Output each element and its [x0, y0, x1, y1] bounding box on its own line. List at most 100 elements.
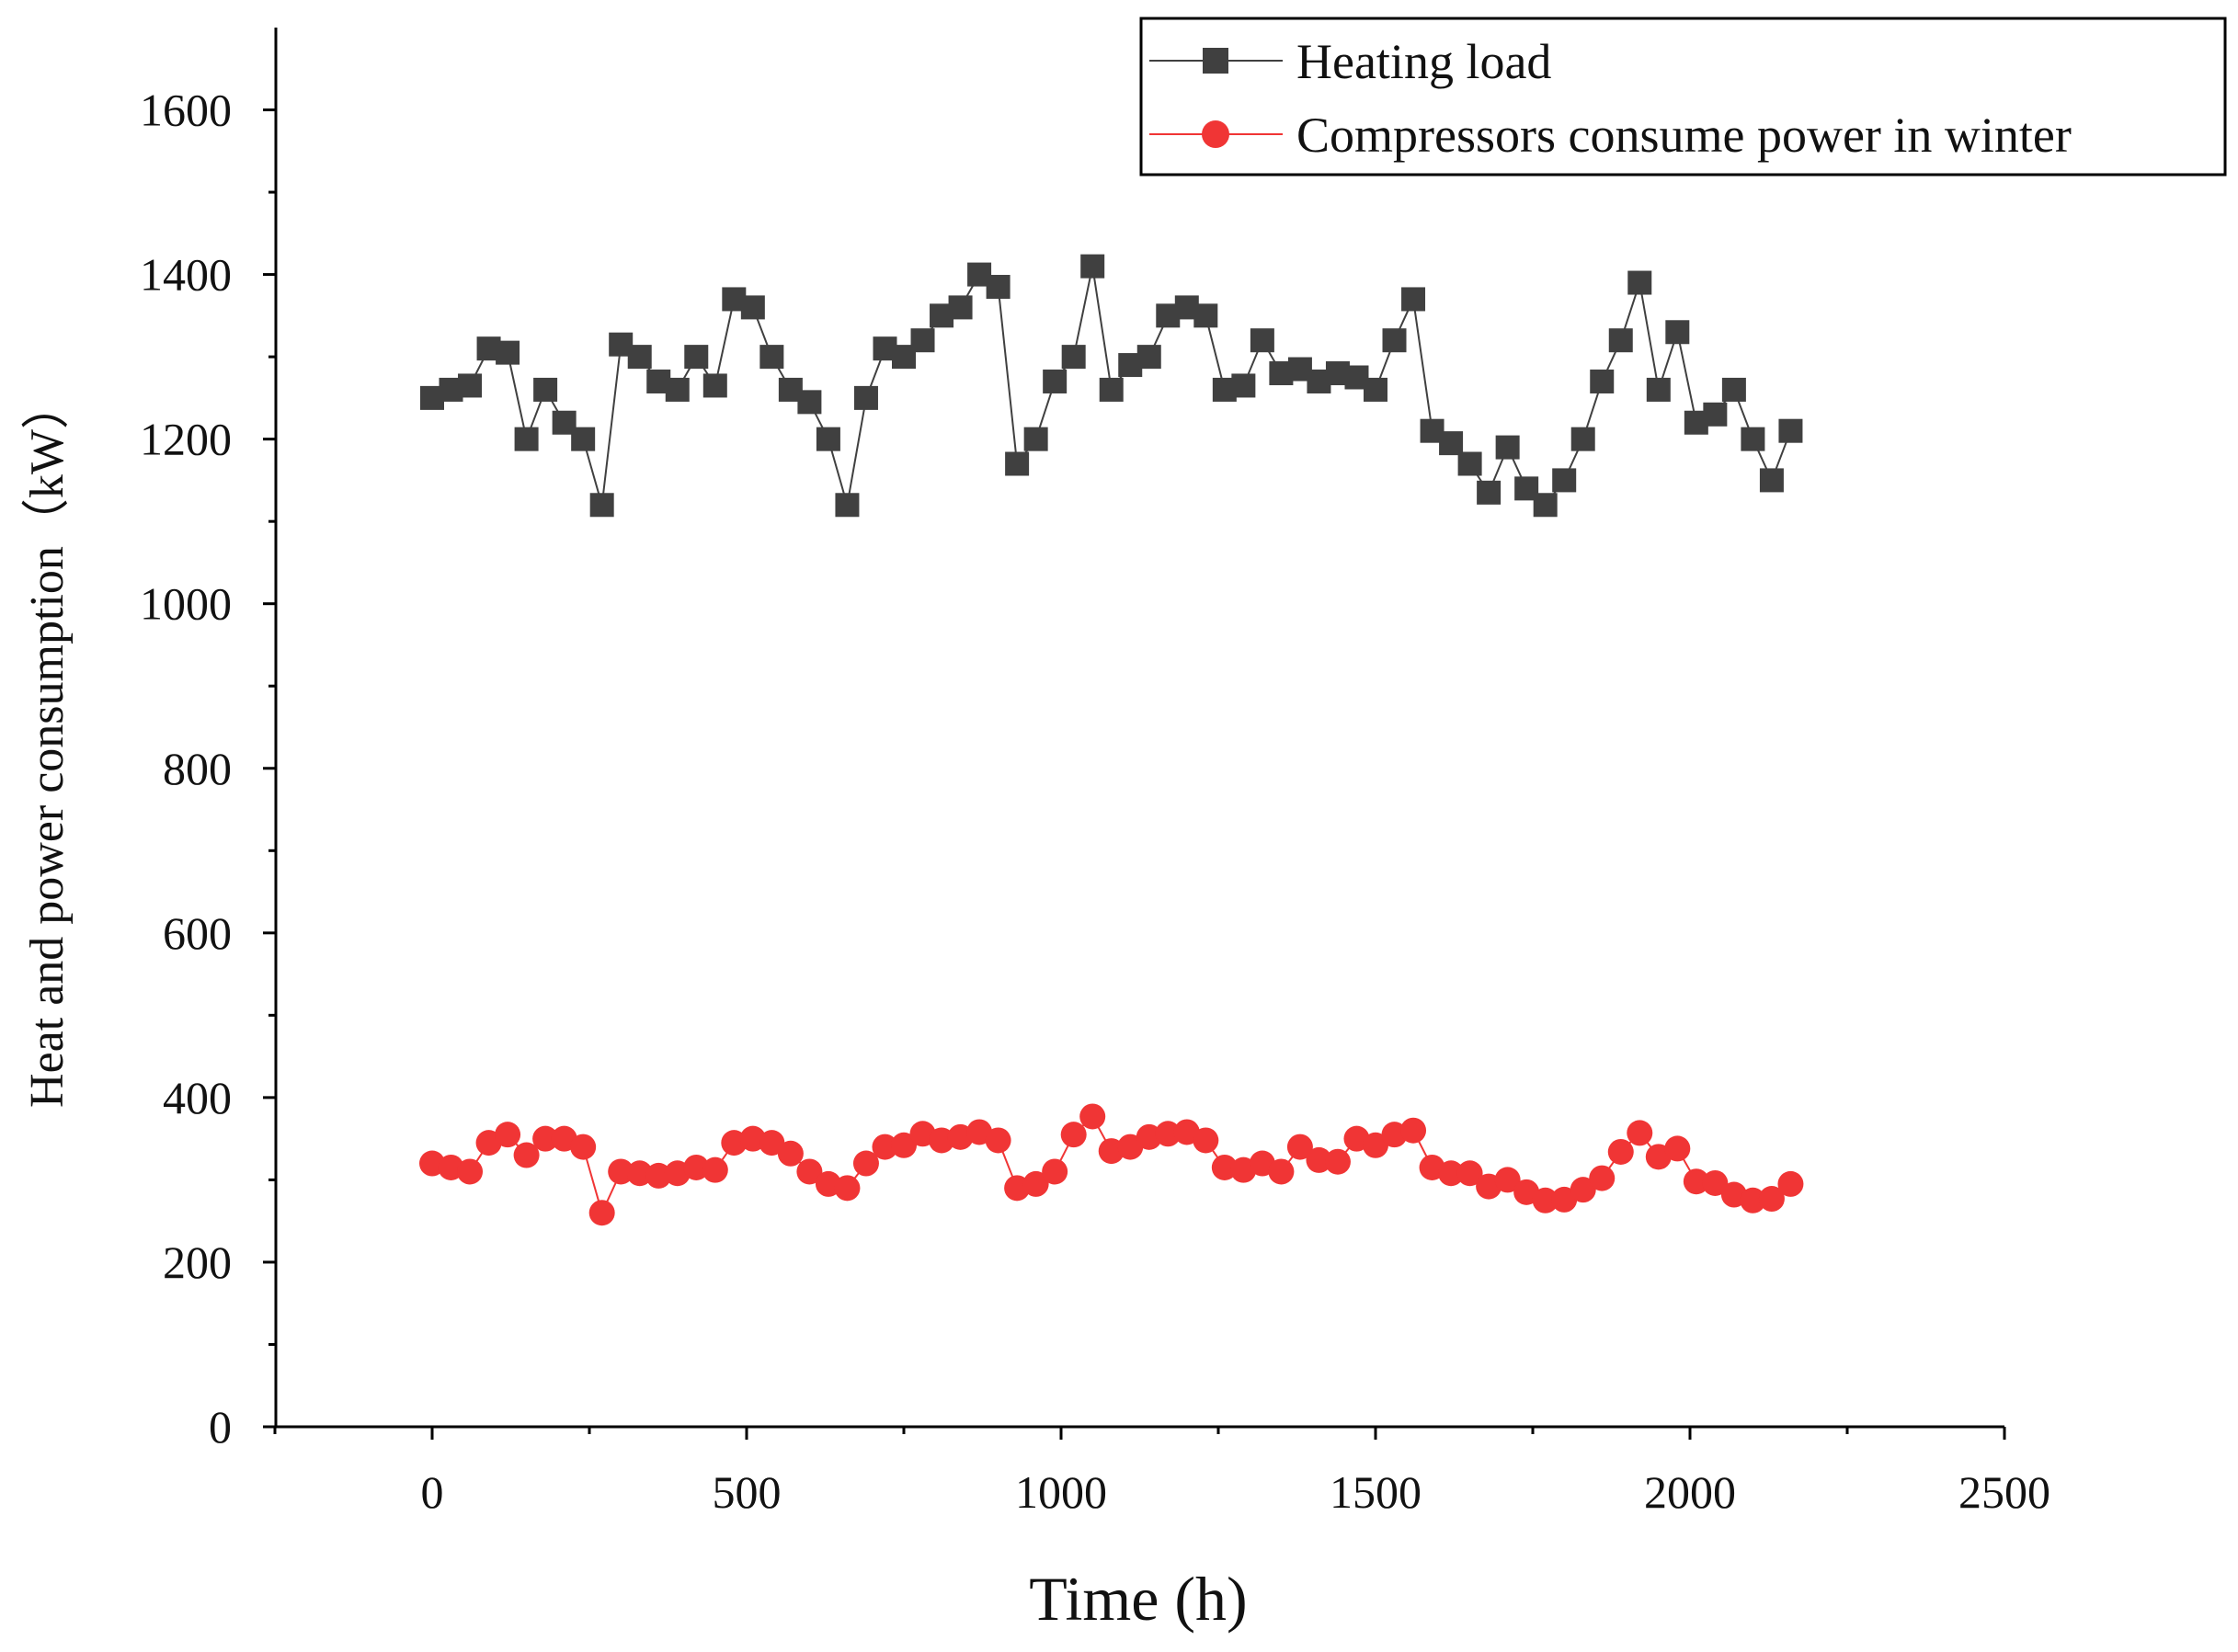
data-point [816, 427, 840, 451]
data-point [1570, 1177, 1596, 1203]
data-point [1117, 1134, 1144, 1160]
data-point [1231, 373, 1256, 398]
data-point [626, 1160, 653, 1187]
data-point [948, 295, 973, 320]
y-tick-label: 200 [163, 1236, 232, 1288]
data-point [683, 1154, 710, 1180]
data-point [1477, 480, 1502, 505]
y-tick-label: 1400 [140, 249, 232, 301]
y-tick-label: 800 [163, 743, 232, 794]
data-point [1022, 1170, 1049, 1197]
data-point [1740, 1187, 1766, 1213]
legend-label-compressor-power: Compressors consume power in winter [1296, 108, 2072, 163]
data-point [1702, 1169, 1729, 1196]
data-point [1758, 1186, 1785, 1213]
data-point [1608, 328, 1633, 353]
data-point [1741, 427, 1765, 451]
x-tick-label: 1500 [1330, 1466, 1422, 1518]
data-point [759, 1130, 785, 1156]
legend: Heating load Compressors consume power i… [1139, 17, 2227, 177]
data-point [777, 1140, 804, 1167]
data-point [1023, 427, 1048, 451]
data-point [986, 275, 1011, 300]
data-point [495, 1122, 521, 1148]
data-point [1080, 254, 1105, 279]
data-point [1533, 493, 1558, 518]
data-point [1382, 328, 1407, 353]
legend-marker-compressor-power [1202, 120, 1229, 148]
data-point [910, 328, 935, 353]
data-point [1155, 1121, 1182, 1147]
data-point [608, 1158, 634, 1185]
data-point [458, 373, 483, 398]
data-point [1646, 377, 1671, 402]
data-point [1456, 1160, 1483, 1187]
x-axis-title: Time (h) [1029, 1564, 1247, 1634]
data-point [1099, 377, 1124, 402]
series-compressor-power [419, 1103, 1804, 1226]
data-point [1759, 468, 1784, 493]
data-point [1703, 402, 1728, 427]
data-point [1457, 451, 1482, 476]
data-point [1551, 1186, 1578, 1213]
data-point [1005, 451, 1030, 476]
data-point [1400, 1117, 1427, 1144]
data-point [872, 1134, 898, 1160]
data-point [1061, 345, 1086, 370]
y-tick-label: 1600 [140, 85, 232, 136]
data-point [1043, 369, 1068, 393]
data-point [588, 1200, 615, 1226]
data-point [1532, 1187, 1559, 1213]
data-point [1060, 1122, 1087, 1148]
data-point [1721, 377, 1746, 402]
x-tick-label: 0 [421, 1466, 444, 1518]
data-point [1079, 1103, 1106, 1130]
data-point [570, 1134, 597, 1160]
data-point [627, 345, 652, 370]
y-tick-label: 1000 [140, 578, 232, 630]
data-point [1683, 1168, 1709, 1195]
legend-box [1139, 17, 2227, 177]
data-point [759, 345, 784, 370]
y-tick-label: 400 [163, 1072, 232, 1123]
data-point [1627, 1120, 1653, 1146]
data-point [796, 1158, 823, 1185]
data-point [589, 493, 614, 518]
data-point [532, 1125, 559, 1152]
data-point [1607, 1138, 1634, 1165]
legend-label-heating-load: Heating load [1296, 34, 1551, 89]
data-point [797, 390, 822, 415]
data-point [1364, 377, 1387, 402]
data-point [1589, 1165, 1616, 1191]
data-point [1250, 328, 1274, 353]
legend-marker-heating-load [1203, 48, 1228, 74]
data-point [1268, 1158, 1295, 1185]
data-point [1778, 418, 1803, 443]
data-point [702, 373, 727, 398]
data-point [985, 1127, 1011, 1154]
y-tick-label: 0 [209, 1401, 232, 1453]
data-point [571, 427, 596, 451]
series-layer [419, 254, 1804, 1226]
data-point [852, 1150, 879, 1177]
data-point [853, 385, 878, 410]
x-tick-label: 2500 [1958, 1466, 2050, 1518]
data-point [834, 1175, 861, 1202]
data-point [1664, 1135, 1691, 1162]
data-point [1193, 1127, 1219, 1154]
data-point [1777, 1170, 1804, 1197]
data-point [1193, 303, 1218, 328]
data-point [1665, 320, 1690, 345]
data-point [1438, 1160, 1465, 1187]
data-point [513, 1142, 540, 1168]
data-point [740, 295, 765, 320]
data-point [1363, 1132, 1388, 1158]
axes: 0 200 400 600 800 1000 1200 1400 1600 0 500 1000 150… [140, 28, 2050, 1518]
data-point [1401, 287, 1426, 312]
y-tick-label: 600 [163, 907, 232, 959]
x-tick-label: 1000 [1015, 1466, 1107, 1518]
data-point [1552, 468, 1577, 493]
data-point [1306, 1146, 1332, 1173]
data-point [1324, 1148, 1351, 1175]
data-point [1570, 427, 1595, 451]
